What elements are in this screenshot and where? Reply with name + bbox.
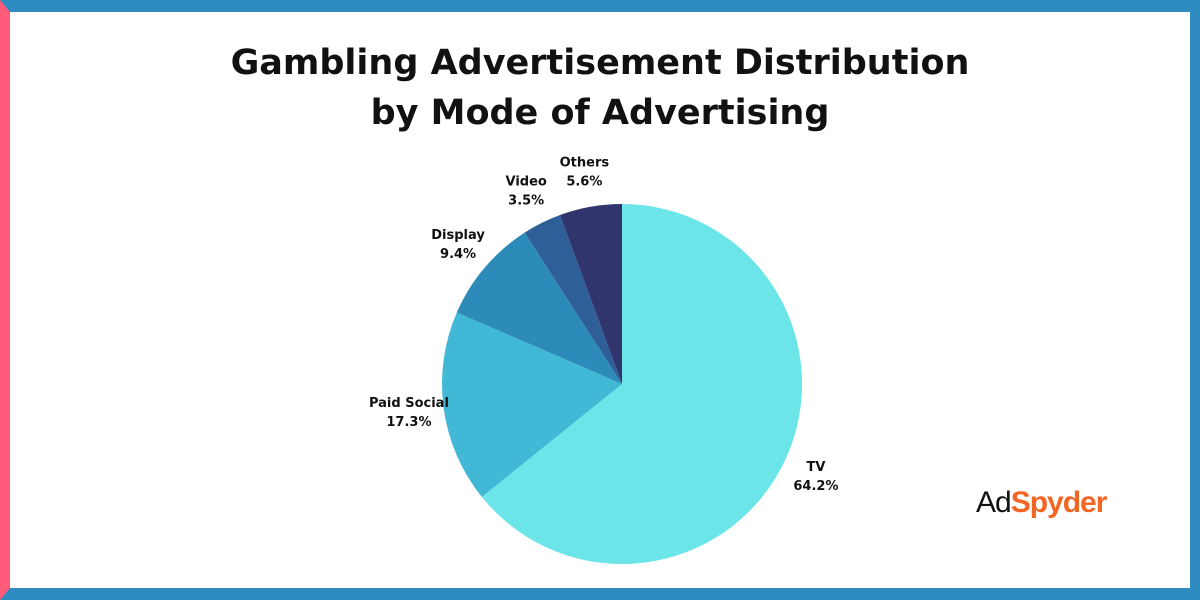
- pie-slice: [456, 232, 622, 384]
- slice-label: Others: [560, 155, 610, 170]
- slice-value-label: 3.5%: [508, 194, 544, 209]
- slice-value-label: 64.2%: [793, 479, 838, 494]
- logo-part: Spyder: [1010, 486, 1108, 519]
- slice-label: Display: [431, 228, 485, 243]
- slice-value-label: 17.3%: [386, 415, 431, 430]
- slice-label: Video: [506, 175, 547, 190]
- slice-value-label: 5.6%: [566, 174, 602, 189]
- title-box: Gambling Advertisement Distribution by M…: [10, 38, 1190, 138]
- chart-title: Gambling Advertisement Distribution by M…: [230, 43, 970, 133]
- pie-slice: [481, 204, 803, 565]
- slice-value-label: 9.4%: [440, 247, 476, 262]
- slice-label: TV: [806, 460, 825, 475]
- logo-part: Ad: [976, 486, 1012, 519]
- pie-slice: [559, 204, 622, 384]
- logo: AdSpyder: [976, 486, 1108, 520]
- pie-slice: [442, 312, 622, 497]
- slice-label: Paid Social: [369, 396, 449, 411]
- pie-slice: [524, 215, 622, 384]
